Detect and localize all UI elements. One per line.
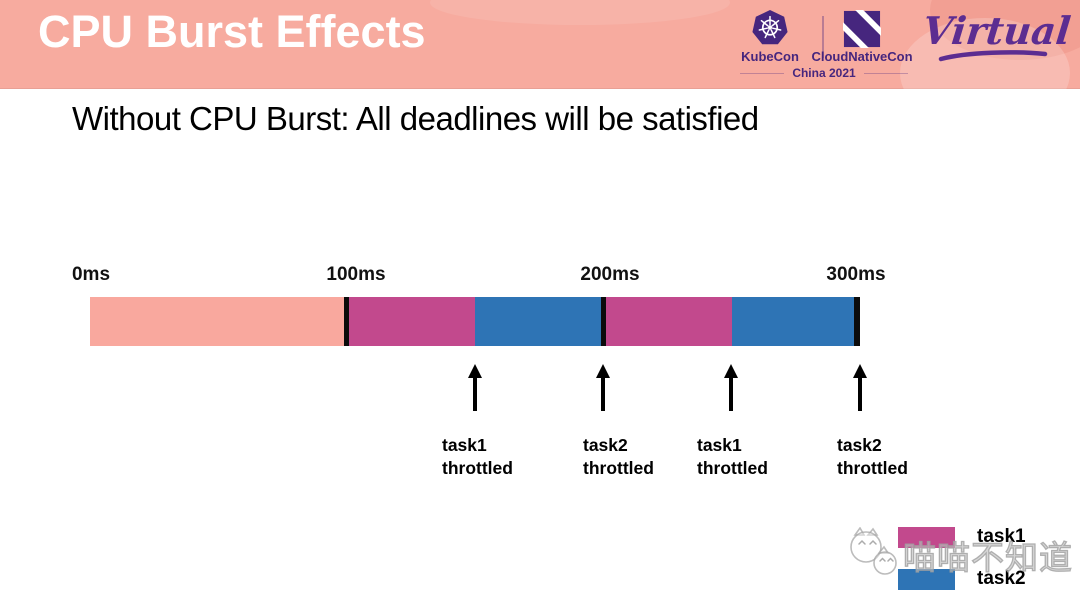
- event-edition: China 2021: [740, 66, 908, 80]
- header-decor-blob: [430, 0, 730, 25]
- up-arrow-icon: [853, 364, 867, 411]
- axis-tick-label-200ms: 200ms: [580, 264, 640, 285]
- decor-line: [740, 72, 785, 74]
- tick-100ms: [344, 297, 349, 346]
- up-arrow-icon: [468, 364, 482, 411]
- annotation-task2-throttled: task2 throttled: [583, 434, 654, 480]
- up-arrow-icon: [596, 364, 610, 411]
- annotation-line: task2: [583, 435, 628, 455]
- segment-0-100ms: [90, 297, 347, 346]
- annotation-line: task1: [442, 435, 487, 455]
- tick-300ms: [854, 297, 860, 346]
- annotation-line: throttled: [583, 458, 654, 478]
- annotation-line: throttled: [837, 458, 908, 478]
- annotation-task2-throttled: task2 throttled: [837, 434, 908, 480]
- slide-heading: Without CPU Burst: All deadlines will be…: [72, 100, 759, 137]
- tick-200ms: [601, 297, 606, 346]
- virtual-badge: Virtual: [920, 8, 1073, 63]
- logo-divider: [822, 16, 824, 58]
- annotation-line: task1: [697, 435, 742, 455]
- annotation-line: throttled: [697, 458, 768, 478]
- annotation-line: task2: [837, 435, 882, 455]
- segment-task1-100-150ms: [347, 297, 475, 346]
- annotation-task1-throttled: task1 throttled: [442, 434, 513, 480]
- kubecon-wordmark: KubeCon: [741, 49, 799, 64]
- watermark: 喵喵不知道: [843, 527, 1073, 583]
- conference-logo-block: KubeCon CloudNativeCon China 2021 Virtua…: [735, 0, 1080, 88]
- cloudnativecon-wordmark: CloudNativeCon: [811, 49, 913, 64]
- timeline-bar: [90, 297, 860, 346]
- legend-label-task2: task2: [977, 568, 1026, 589]
- annotation-line: throttled: [442, 458, 513, 478]
- kubernetes-wheel-icon: [752, 9, 788, 45]
- header-decor-blob: [900, 18, 1070, 128]
- cat-chat-bubbles-icon: [850, 527, 897, 575]
- segment-task2-150-200ms: [475, 297, 603, 346]
- axis-tick-label-100ms: 100ms: [326, 264, 386, 285]
- axis-tick-label-300ms: 300ms: [826, 264, 886, 285]
- virtual-underline-swoosh: [938, 50, 1048, 62]
- axis-tick-label-0ms: 0ms: [71, 264, 111, 285]
- legend-label-task1: task1: [977, 526, 1026, 547]
- virtual-wordmark: Virtual: [920, 8, 1073, 53]
- segment-task2-250-300ms: [732, 297, 860, 346]
- legend-swatch-task1: [898, 527, 955, 548]
- decor-line: [863, 72, 908, 74]
- page-title: CPU Burst Effects: [38, 6, 426, 57]
- annotation-task1-throttled: task1 throttled: [697, 434, 768, 480]
- event-edition-label: China 2021: [792, 66, 856, 80]
- up-arrow-icon: [724, 364, 738, 411]
- cloudnativecon-icon: [843, 10, 881, 48]
- segment-task1-200-250ms: [603, 297, 732, 346]
- legend-swatch-task2: [898, 569, 955, 590]
- slide-header: CPU Burst Effects KubeCon: [0, 0, 1080, 128]
